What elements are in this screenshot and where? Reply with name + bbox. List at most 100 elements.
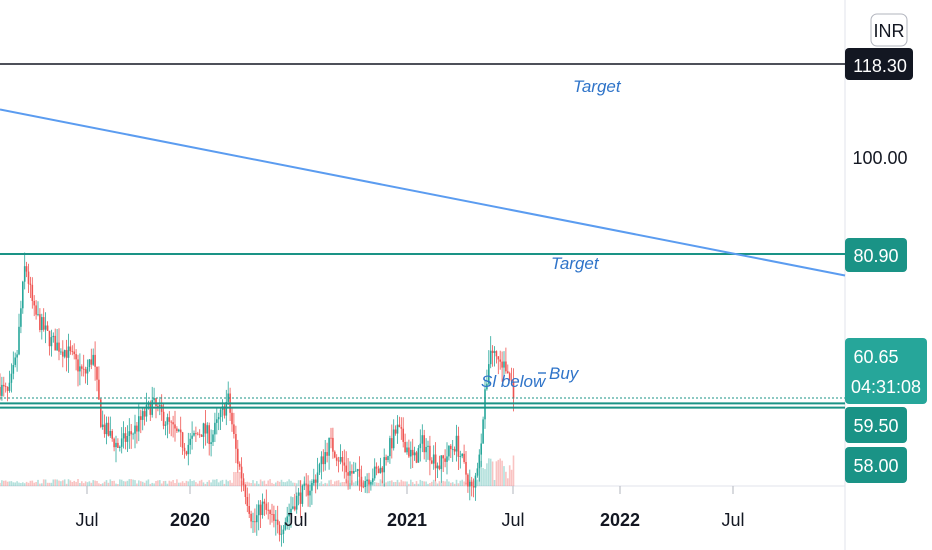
- volume-bar: [8, 481, 11, 486]
- candle-body: [223, 406, 226, 416]
- volume-bar: [248, 482, 250, 486]
- volume-bar: [328, 480, 330, 486]
- volume-bar: [81, 481, 83, 486]
- candle-body: [183, 447, 186, 452]
- candle-body: [429, 445, 431, 461]
- volume-bar: [295, 483, 298, 486]
- candle-body: [486, 383, 488, 390]
- volume-bar: [193, 480, 195, 486]
- volume-bar: [238, 472, 241, 486]
- volume-bar: [425, 481, 427, 486]
- volume-bar: [267, 480, 269, 486]
- volume-bar: [164, 480, 167, 486]
- candle-body: [107, 422, 110, 436]
- volume-bar: [257, 483, 260, 486]
- candle-body: [145, 404, 148, 417]
- annotation-target-upper[interactable]: Target: [573, 77, 622, 96]
- candle-body: [442, 455, 444, 459]
- volume-bar: [138, 480, 140, 486]
- candle-body: [457, 435, 460, 457]
- candle-body: [318, 464, 321, 473]
- volume-bar: [402, 481, 404, 486]
- volume-bar: [41, 483, 43, 486]
- candle-body: [334, 451, 336, 458]
- candle-body: [450, 445, 452, 450]
- candle-body: [309, 490, 311, 496]
- volume-bar: [4, 480, 7, 486]
- candle-body: [6, 387, 9, 391]
- candle-body: [16, 354, 18, 358]
- trend-line[interactable]: [0, 108, 846, 277]
- candle-body: [155, 398, 157, 406]
- volume-bar: [84, 481, 87, 486]
- candle-body: [191, 435, 193, 439]
- volume-bar: [343, 482, 346, 486]
- price-tag-58: 58.00: [845, 447, 907, 483]
- candle-body: [231, 412, 233, 425]
- candle-body: [282, 529, 285, 534]
- candle-body: [31, 284, 34, 301]
- volume-bar: [322, 483, 325, 486]
- volume-bar: [259, 479, 262, 486]
- candle-body: [37, 314, 39, 315]
- candle-body: [197, 433, 199, 435]
- candle-body: [134, 425, 136, 434]
- candle-body: [387, 456, 389, 460]
- volume-bar: [58, 480, 60, 486]
- candle-body: [316, 472, 319, 483]
- candle-body: [14, 357, 16, 365]
- volume-bar: [44, 479, 47, 486]
- candle-body: [103, 424, 106, 435]
- volume-bar: [278, 481, 281, 486]
- volume-bar: [233, 472, 235, 486]
- volume-bar: [54, 479, 56, 486]
- price-tag-80-90: 80.90: [845, 238, 907, 272]
- annotation-target-lower[interactable]: Target: [551, 254, 600, 273]
- candle-body: [271, 514, 273, 515]
- time-axis[interactable]: Jul 2020 Jul 2021 Jul 2022 Jul: [75, 486, 745, 530]
- candle-body: [82, 368, 85, 370]
- candle-body: [497, 356, 500, 360]
- volume-bar: [128, 479, 131, 486]
- candle-body: [10, 373, 13, 383]
- volume-bar: [334, 481, 336, 486]
- candle-body: [20, 308, 22, 327]
- annotation-sl-below[interactable]: Sl below: [481, 372, 547, 391]
- candle-body: [168, 417, 171, 422]
- volume-bar: [284, 482, 287, 486]
- volume-bar: [208, 480, 210, 486]
- volume-bar: [75, 481, 77, 486]
- candle-body: [56, 342, 58, 351]
- volume-bar: [256, 481, 258, 486]
- volume-bar: [269, 479, 271, 486]
- volume-bar: [337, 480, 340, 486]
- volume-bar: [111, 481, 113, 486]
- candle-body: [259, 504, 262, 516]
- volume-bar: [225, 479, 228, 486]
- volume-bar: [160, 483, 163, 486]
- volume-bar: [221, 479, 224, 486]
- volume-bar: [434, 481, 437, 486]
- volume-bar: [427, 483, 429, 486]
- volume-bar: [330, 479, 332, 486]
- annotation-buy[interactable]: Buy: [549, 364, 580, 383]
- volume-bar: [63, 479, 66, 486]
- volume-bar: [438, 481, 441, 486]
- volume-bar: [493, 480, 496, 486]
- candle-body: [185, 451, 188, 455]
- volume-bar: [375, 482, 378, 486]
- currency-badge[interactable]: INR: [870, 13, 908, 47]
- volume-bar: [450, 482, 452, 486]
- candle-body: [491, 350, 494, 353]
- candle-body: [461, 453, 463, 457]
- volume-bar: [271, 482, 273, 486]
- volume-bar: [115, 483, 117, 486]
- candle-body: [478, 454, 481, 469]
- candle-body: [252, 521, 254, 523]
- candle-body: [413, 452, 416, 456]
- volume-bar: [482, 468, 484, 486]
- volume-bar: [69, 480, 72, 486]
- volume-bar: [290, 480, 292, 486]
